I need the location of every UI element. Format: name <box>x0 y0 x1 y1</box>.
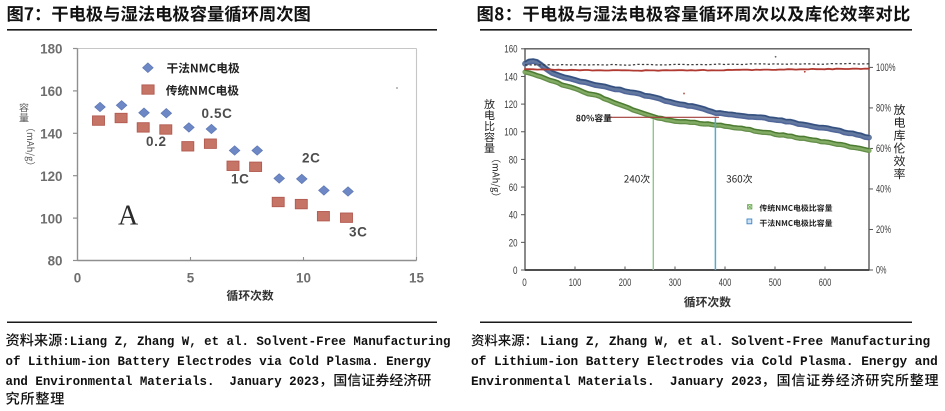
svg-text:0: 0 <box>513 265 518 277</box>
svg-text:100: 100 <box>569 277 582 289</box>
svg-text:3C: 3C <box>349 225 367 240</box>
svg-text:300: 300 <box>669 277 682 289</box>
svg-text:140: 140 <box>504 71 517 83</box>
svg-text:0.2: 0.2 <box>146 134 167 149</box>
svg-text:Liang Z, Zhang W, et al. Solve: Liang Z, Zhang W, et al. Solvent-Free Ma… <box>540 334 930 349</box>
svg-text::: : <box>62 335 69 349</box>
svg-text:of Lithium-ion Battery Electro: of Lithium-ion Battery Electrodes via Co… <box>471 354 938 369</box>
svg-text:140: 140 <box>40 127 62 142</box>
svg-text:and Environmental Materials.: and Environmental Materials. January 202… <box>6 375 319 389</box>
svg-text:200: 200 <box>619 277 632 289</box>
svg-text:120: 120 <box>504 99 517 111</box>
svg-text:100: 100 <box>504 127 517 139</box>
svg-text:100: 100 <box>40 211 62 226</box>
svg-text:5: 5 <box>187 271 195 286</box>
svg-text:0: 0 <box>522 277 527 289</box>
svg-text:A: A <box>118 201 139 232</box>
svg-text:of Lithium-ion Battery Electro: of Lithium-ion Battery Electrodes via Co… <box>6 355 432 369</box>
svg-text:Environmental Materials. Janu: Environmental Materials. January 2023 <box>471 374 762 389</box>
svg-text:120: 120 <box>40 169 62 184</box>
svg-text:20%: 20% <box>876 224 891 236</box>
svg-text:600: 600 <box>819 277 832 289</box>
svg-text:180: 180 <box>40 42 62 57</box>
svg-text:100%: 100% <box>876 62 896 74</box>
svg-text:1C: 1C <box>231 172 249 187</box>
svg-text:40%: 40% <box>876 184 891 196</box>
svg-text:20: 20 <box>509 237 518 249</box>
svg-text:0.5C: 0.5C <box>202 106 233 121</box>
svg-text:160: 160 <box>504 44 517 56</box>
svg-text:160: 160 <box>40 84 62 99</box>
svg-text:2C: 2C <box>302 151 320 166</box>
svg-text:0: 0 <box>74 271 81 286</box>
svg-text:40: 40 <box>509 210 518 222</box>
svg-text:500: 500 <box>769 277 782 289</box>
svg-text:60: 60 <box>509 182 518 194</box>
svg-text:10: 10 <box>296 271 311 286</box>
svg-text:15: 15 <box>409 271 424 286</box>
svg-text:80: 80 <box>509 154 518 166</box>
svg-text:400: 400 <box>719 277 732 289</box>
svg-text:80%: 80% <box>876 103 891 115</box>
svg-text:80: 80 <box>48 254 63 269</box>
svg-text:Liang Z, Zhang W, et al. Solve: Liang Z, Zhang W, et al. Solvent-Free Ma… <box>70 335 451 349</box>
svg-text:0%: 0% <box>876 265 887 277</box>
svg-text:60%: 60% <box>876 143 891 155</box>
